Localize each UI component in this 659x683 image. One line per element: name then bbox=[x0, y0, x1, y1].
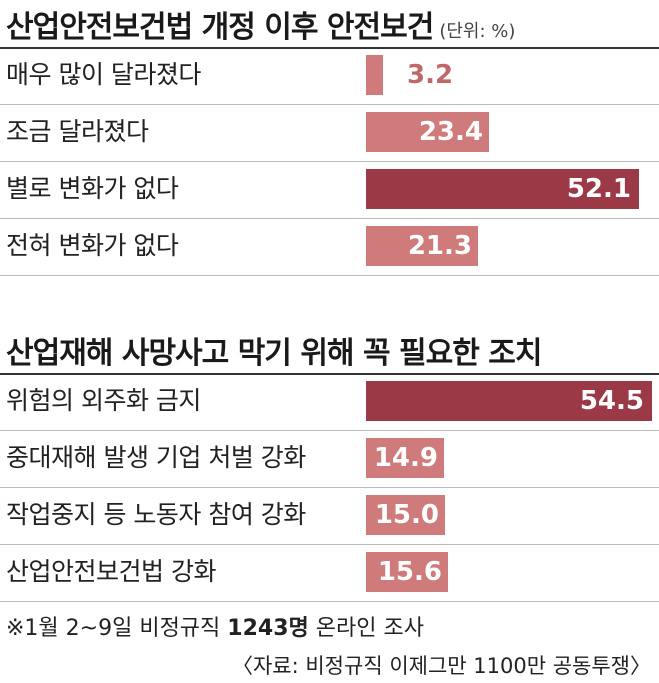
value-label: 52.1 bbox=[566, 174, 631, 204]
footnote-prefix: ※1월 2~9일 비정규직 bbox=[6, 616, 228, 641]
category-label: 산업안전보건법 강화 bbox=[6, 557, 216, 586]
row-divider bbox=[0, 487, 659, 488]
category-label: 별로 변화가 없다 bbox=[6, 174, 179, 203]
value-label: 3.2 bbox=[407, 60, 454, 90]
bar bbox=[366, 552, 448, 592]
row-divider bbox=[0, 544, 659, 545]
row-divider bbox=[0, 430, 659, 431]
bar bbox=[366, 381, 652, 421]
bar bbox=[366, 226, 478, 266]
chart1-top-rule bbox=[0, 47, 659, 49]
footnote-suffix: 온라인 조사 bbox=[308, 616, 424, 641]
bar bbox=[366, 112, 489, 152]
chart2-top-rule bbox=[0, 373, 659, 375]
category-label: 전혀 변화가 없다 bbox=[6, 231, 179, 260]
bar bbox=[366, 169, 639, 209]
category-label: 매우 많이 달라졌다 bbox=[6, 60, 201, 89]
value-label: 15.6 bbox=[377, 557, 442, 587]
bar bbox=[366, 438, 444, 478]
category-label: 작업중지 등 노동자 참여 강화 bbox=[6, 500, 306, 529]
bar bbox=[366, 55, 383, 95]
value-label: 14.9 bbox=[373, 443, 438, 473]
survey-footnote: ※1월 2~9일 비정규직 1243명 온라인 조사 bbox=[6, 610, 424, 642]
value-label: 15.0 bbox=[374, 500, 439, 530]
value-label: 23.4 bbox=[418, 117, 483, 147]
value-label: 21.3 bbox=[407, 231, 472, 261]
value-label: 54.5 bbox=[579, 386, 644, 416]
row-divider bbox=[0, 161, 659, 162]
row-divider bbox=[0, 601, 659, 602]
footnote-bold: 1243명 bbox=[227, 616, 309, 641]
row-divider bbox=[0, 218, 659, 219]
bar bbox=[366, 495, 445, 535]
chart2-title-text: 산업재해 사망사고 막기 위해 꼭 필요한 조치 bbox=[6, 336, 542, 371]
category-label: 위험의 외주화 금지 bbox=[6, 386, 201, 415]
row-divider bbox=[0, 275, 659, 276]
chart1-title: 산업안전보건법 개정 이후 안전보건 (단위: %) bbox=[6, 2, 515, 46]
row-divider bbox=[0, 104, 659, 105]
category-label: 조금 달라졌다 bbox=[6, 117, 149, 146]
chart1-unit: (단위: %) bbox=[439, 21, 516, 42]
source-credit: 〈자료: 비정규직 이제그만 1100만 공동투쟁〉 bbox=[231, 654, 651, 678]
chart1-title-text: 산업안전보건법 개정 이후 안전보건 bbox=[6, 10, 434, 45]
category-label: 중대재해 발생 기업 처벌 강화 bbox=[6, 443, 306, 472]
chart2-title: 산업재해 사망사고 막기 위해 꼭 필요한 조치 bbox=[6, 328, 542, 372]
